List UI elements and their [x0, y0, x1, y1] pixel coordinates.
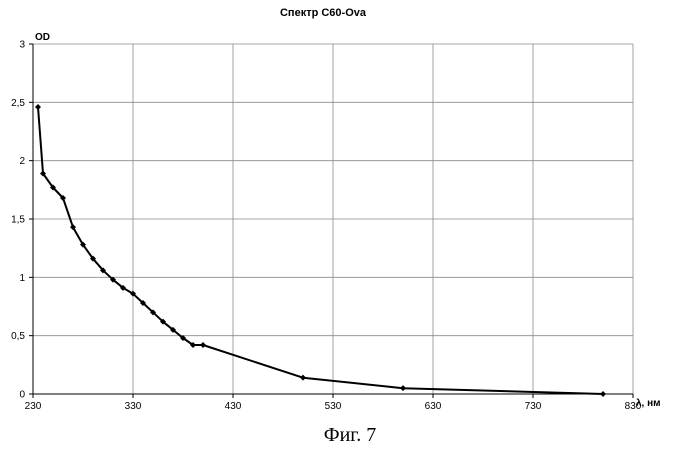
- data-point: [200, 342, 206, 348]
- data-point: [400, 385, 406, 391]
- y-tick-label: 2: [19, 156, 25, 167]
- chart: Спектр С60-Ova OD λ, нм 2303304305306307…: [0, 0, 700, 420]
- y-tick-label: 2,5: [11, 98, 25, 109]
- y-axis-label: OD: [35, 32, 50, 43]
- y-tick-label: 0: [19, 390, 25, 401]
- data-point: [600, 391, 606, 397]
- y-tick-label: 1: [19, 273, 25, 284]
- x-tick-label: 530: [325, 401, 342, 412]
- data-point: [35, 104, 41, 110]
- x-tick-label: 330: [125, 401, 142, 412]
- x-tick-label: 230: [25, 401, 42, 412]
- x-tick-label: 630: [425, 401, 442, 412]
- x-tick-label: 830: [625, 401, 642, 412]
- x-tick-label: 430: [225, 401, 242, 412]
- y-tick-label: 0,5: [11, 331, 25, 342]
- chart-title: Спектр С60-Ova: [280, 7, 367, 19]
- y-tick-label: 1,5: [11, 215, 25, 226]
- x-tick-label: 730: [525, 401, 542, 412]
- series-line: [38, 107, 603, 394]
- data-point: [300, 375, 306, 381]
- figure-caption: Фиг. 7: [0, 424, 700, 447]
- tick-labels: 230 330 430 530 630 730 830 0 0,5 1 1,5 2 2,5 3: [11, 40, 642, 413]
- y-tick-label: 3: [19, 40, 25, 51]
- series-group: [35, 104, 606, 397]
- axes: [29, 44, 633, 398]
- grid: [33, 44, 633, 394]
